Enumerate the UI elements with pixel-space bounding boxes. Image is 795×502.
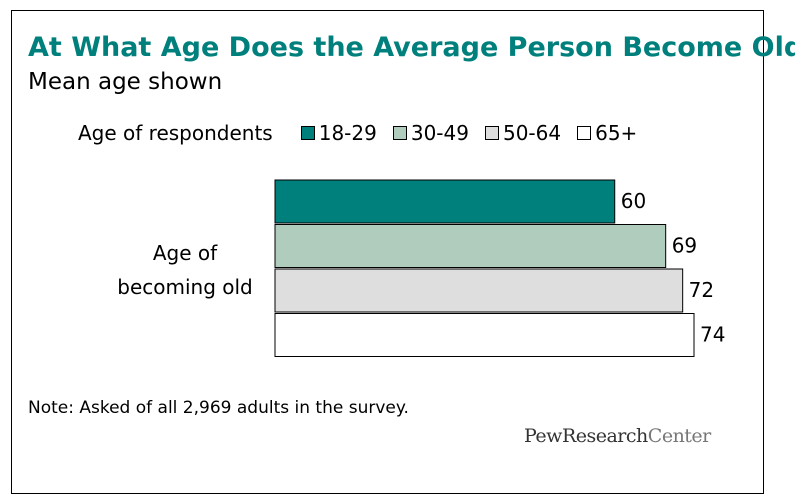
pew-research-logo: PewResearchCenter: [524, 425, 711, 447]
data-label-30-49: 69: [672, 234, 697, 258]
legend-item-50-64: 50-64: [484, 121, 562, 145]
chart-subtitle: Mean age shown: [28, 69, 223, 95]
legend-title: Age of respondents: [78, 121, 273, 145]
bar-30-49: [274, 224, 667, 268]
legend-swatch-18-29: [300, 126, 315, 140]
legend-label-30-49: 30-49: [410, 121, 469, 145]
legend-label-18-29: 18-29: [318, 121, 377, 145]
bar-50-64: [274, 268, 684, 313]
data-label-50-64: 72: [689, 278, 714, 302]
legend-label-50-64: 50-64: [502, 121, 562, 145]
category-label-line-1: Age of: [152, 241, 218, 265]
logo-text-2: Center: [647, 425, 711, 447]
data-label-65-plus: 74: [700, 323, 725, 347]
chart-frame: [11, 10, 764, 494]
category-label-line-2: becoming old: [117, 275, 253, 299]
chart-title: At What Age Does the Average Person Beco…: [28, 32, 795, 63]
category-label: Age of becoming old: [110, 236, 260, 304]
data-label-18-29: 60: [621, 189, 646, 213]
legend-item-30-49: 30-49: [392, 121, 469, 145]
legend-swatch-50-64: [484, 126, 499, 140]
bar-18-29: [274, 179, 616, 224]
legend-label-65-plus: 65+: [595, 121, 638, 145]
bar-65-plus: [274, 313, 695, 357]
legend-item-65-plus: 65+: [577, 121, 637, 145]
footnote: Note: Asked of all 2,969 adults in the s…: [28, 398, 409, 418]
logo-text-1: PewResearch: [524, 425, 648, 447]
legend-swatch-30-49: [392, 126, 407, 140]
legend: Age of respondents 18-29 30-49 50-64 65+: [78, 118, 653, 148]
legend-item-18-29: 18-29: [300, 121, 377, 145]
legend-swatch-65-plus: [577, 126, 592, 140]
